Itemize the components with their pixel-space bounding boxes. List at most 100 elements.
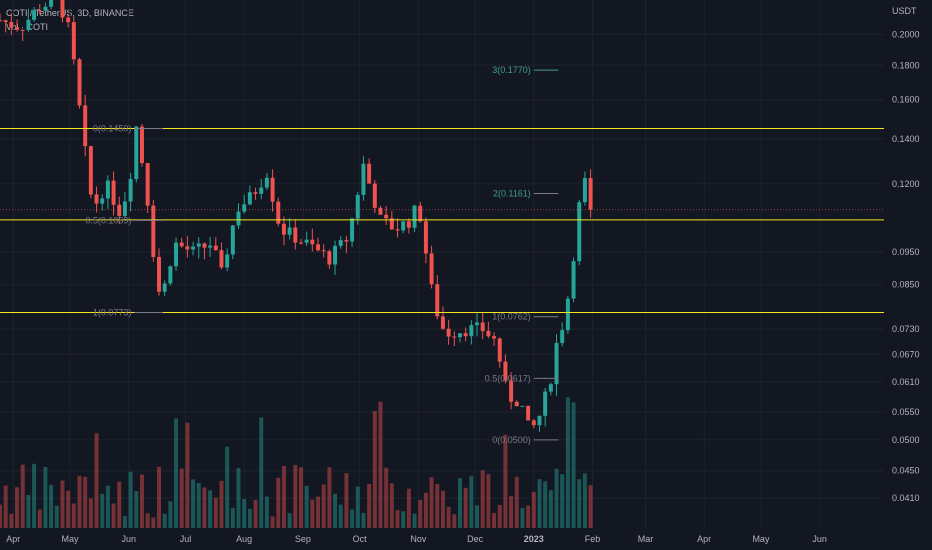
candle-body [37,10,42,12]
candle-body [3,20,8,23]
volume-bar [537,479,542,528]
candle-body [582,178,587,203]
time-tick-label: 2023 [524,534,544,544]
fib-level-label: 1(0.0773) [93,307,132,317]
volume-bar [514,476,519,528]
candle-body [60,0,65,18]
candle-body [355,194,360,219]
volume-bar [378,401,383,528]
price-tick-label: 0.1200 [892,179,920,189]
time-axis[interactable]: Apr May Jun Jul Aug Sep Oct Nov Dec 2023 Feb Mar Apr… [0,528,932,550]
candle-body [139,126,144,164]
candle-body [270,177,275,202]
candle-body [310,239,315,245]
fib-drawings[interactable]: 0(0.1450) 0.5(0.1059) 1(0.0773) 1(0.0762) 0.… [85,65,559,445]
candle-body [276,201,281,224]
candle-body [213,245,218,251]
volume-bar [77,475,82,528]
candle-body [509,380,514,402]
volume-bar [111,503,116,528]
candle-body [83,105,88,147]
volume-bar [287,513,292,528]
candle-body [367,163,372,184]
volume-bar [389,483,394,528]
candle-body [168,266,173,284]
candle-body [429,253,434,285]
volume-bar [355,486,360,528]
candle-body [384,214,389,219]
time-tick-label: Aug [236,534,252,544]
volume-bar [571,402,576,528]
candle-body [321,250,326,252]
volume-bar [446,506,451,528]
candle-body [128,179,133,202]
candle-body [225,254,230,268]
price-tick-label: 0.0670 [892,349,920,359]
price-tick-label: 0.2000 [892,29,920,39]
time-tick-label: Jun [812,534,827,544]
volume-bar [327,467,332,528]
volume-bar [83,476,88,528]
price-tick-label: 0.0950 [892,247,920,257]
candle-body [185,246,190,250]
volume-bar [128,471,133,528]
volume-bar [157,466,161,528]
volume-bar [344,473,349,528]
candle-body [0,20,2,22]
candle-body [134,126,139,180]
time-tick-label: Sep [295,534,311,544]
candle-body [406,221,411,228]
candle-body [49,0,54,7]
volume-bar [310,499,315,528]
price-tick-label: 0.0450 [892,466,920,476]
candle-body [452,336,457,338]
volume-bar [509,496,514,528]
volume-bar [469,475,474,528]
volume-bar [191,479,196,528]
volume-bar [423,492,428,528]
volume-bar [264,496,269,528]
candle-body [372,183,377,208]
volume-bar [26,494,31,528]
candle-body [174,242,179,267]
candle-body [395,229,400,231]
candlestick-series [0,0,593,432]
candle-body [554,343,559,385]
volume-bar [105,485,110,528]
candle-body [145,163,150,206]
volume-bar [145,513,150,528]
price-axis-unit: USDT [892,6,917,16]
candle-body [162,283,167,292]
candle-body [463,333,468,337]
candle-body [105,180,110,199]
fib-level-label: 0(0.1450) [93,124,132,134]
candle-body [9,22,14,28]
volume-bar [43,467,48,528]
candle-body [480,322,485,331]
volume-bar [293,464,298,528]
volume-bar [475,505,480,528]
candle-body [537,415,542,426]
volume-bar [242,499,247,528]
volume-bar [321,484,326,528]
volume-bar [480,470,485,528]
candle-body [327,251,332,265]
volume-bar [117,481,122,528]
volume-bar [304,485,309,528]
volume-bar [9,513,14,528]
volume-bar [588,485,593,528]
volume-bar [71,503,76,528]
volume-bar [531,491,536,528]
volume-bar [247,509,252,528]
volume-bar [213,497,218,528]
volume-bar [395,510,400,528]
candle-body [26,19,31,30]
time-tick-label: May [752,534,770,544]
volume-bar [492,512,497,528]
price-axis[interactable]: USDT 0.2000 0.1800 0.1600 0.1400 0.1200 0.0950… [884,0,932,550]
candle-body [497,338,502,362]
volume-bar [333,493,338,528]
candle-body [157,256,161,292]
volume-bar [367,483,372,528]
